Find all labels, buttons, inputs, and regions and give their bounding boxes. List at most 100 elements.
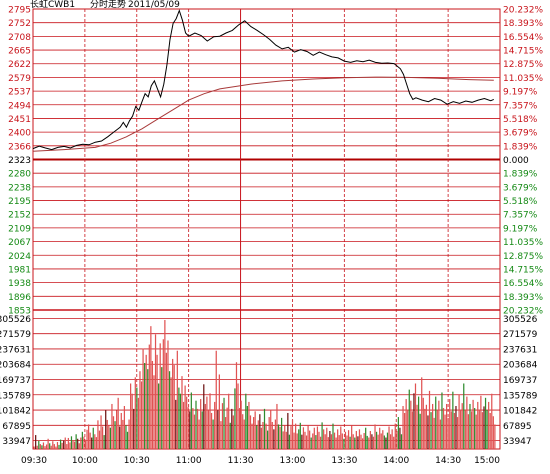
volume-bar (145, 354, 147, 449)
volume-bar (186, 396, 188, 449)
volume-bar (41, 445, 43, 449)
time-tick-label: 11:00 (176, 456, 202, 466)
volume-bar (379, 427, 381, 449)
volume-bar (472, 399, 474, 449)
volume-bar (316, 426, 319, 449)
volume-bar (358, 429, 361, 449)
volume-tick-label-left: 271579 (0, 330, 31, 340)
volume-bar (153, 375, 155, 449)
volume-bar (226, 407, 228, 449)
volume-bar (86, 429, 88, 449)
volume-bar (312, 433, 314, 449)
volume-bar (386, 432, 389, 449)
price-tick-label: 2195 (8, 197, 31, 207)
volume-tick-label-left: 67895 (2, 422, 31, 432)
volume-bar (167, 340, 169, 449)
price-tick-label: 2109 (8, 224, 31, 234)
volume-bar (425, 404, 428, 449)
volume-bar (170, 377, 172, 449)
volume-bar (453, 412, 456, 449)
volume-bar (92, 427, 94, 449)
percent-tick-label: 0.000 (503, 156, 529, 166)
time-tick-label: 13:30 (331, 456, 357, 466)
volume-bar (172, 358, 174, 449)
volume-bar (450, 411, 452, 449)
chart-header: 长虹CWB1 分时走势 2011/05/09 (30, 0, 180, 10)
volume-bar (397, 417, 399, 449)
volume-bar (396, 430, 398, 449)
volume-bar (55, 446, 57, 449)
volume-tick-label-left: 203684 (0, 361, 31, 371)
volume-bar (449, 399, 451, 449)
volume-bar (114, 421, 116, 449)
volume-tick-label-right: 33947 (503, 437, 532, 447)
volume-bar (430, 412, 432, 449)
volume-bar (44, 446, 46, 449)
volume-bar (75, 434, 77, 449)
volume-bar (391, 429, 393, 449)
volume-bar (63, 440, 65, 449)
volume-bar (105, 410, 107, 449)
volume-bar (123, 406, 126, 449)
volume-bar (413, 393, 415, 449)
price-tick-label: 2067 (8, 238, 31, 248)
price-tick-label: 2622 (8, 60, 31, 70)
volume-bar (83, 436, 85, 449)
volume-bar (178, 387, 180, 449)
volume-bar (134, 377, 136, 449)
volume-bar (402, 406, 404, 449)
volume-bar (298, 429, 300, 449)
volume-bar (285, 431, 287, 449)
volume-bar (400, 434, 403, 449)
price-tick-label: 2537 (8, 88, 31, 98)
volume-bar (291, 419, 294, 449)
time-tick-label: 11:30 (228, 456, 254, 466)
volume-bar (439, 419, 442, 449)
volume-bar (321, 422, 323, 449)
percent-tick-label: 14.715% (503, 265, 543, 275)
volume-bar (58, 444, 60, 449)
volume-bar (416, 404, 418, 449)
time-tick-label: 13:00 (279, 456, 305, 466)
volume-bar (111, 403, 113, 449)
volume-bar (217, 410, 219, 449)
volume-bar (126, 431, 129, 449)
volume-bar (422, 397, 424, 449)
volume-bar (270, 410, 272, 449)
percent-tick-label: 5.518% (503, 115, 538, 125)
volume-bar (470, 411, 473, 449)
volume-bar (64, 437, 66, 449)
price-tick-label: 1938 (8, 279, 31, 289)
volume-bar (372, 436, 375, 449)
volume-bar (50, 445, 52, 449)
volume-tick-label-right: 135789 (503, 391, 538, 401)
volume-bar (95, 437, 97, 449)
volume-bar (80, 437, 82, 449)
volume-bar (196, 408, 199, 449)
volume-tick-label-left: 237631 (0, 345, 31, 355)
volume-bar (410, 400, 412, 449)
volume-bar (72, 439, 74, 449)
volume-bar (405, 399, 407, 449)
volume-bar (237, 383, 239, 449)
price-tick-label: 2400 (8, 129, 31, 139)
volume-bar (228, 393, 230, 449)
price-tick-label: 2024 (8, 252, 31, 262)
time-tick-label: 10:00 (72, 456, 98, 466)
volume-bar (327, 437, 329, 449)
price-tick-label: 2280 (8, 170, 31, 180)
volume-bar (352, 434, 354, 449)
volume-bar (45, 444, 48, 449)
volume-bar (284, 425, 286, 449)
percent-tick-label: 16.554% (503, 279, 543, 289)
volume-bar (210, 412, 213, 449)
volume-bar (200, 399, 202, 449)
header-date: 2011/05/09 (128, 0, 180, 10)
volume-bar (486, 410, 488, 449)
volume-tick-label-right: 237631 (503, 345, 537, 355)
volume-bar (337, 429, 339, 449)
volume-bar (442, 408, 445, 449)
volume-bar (179, 393, 182, 449)
volume-tick-label-right: 67895 (503, 422, 532, 432)
volume-bar (329, 430, 331, 449)
